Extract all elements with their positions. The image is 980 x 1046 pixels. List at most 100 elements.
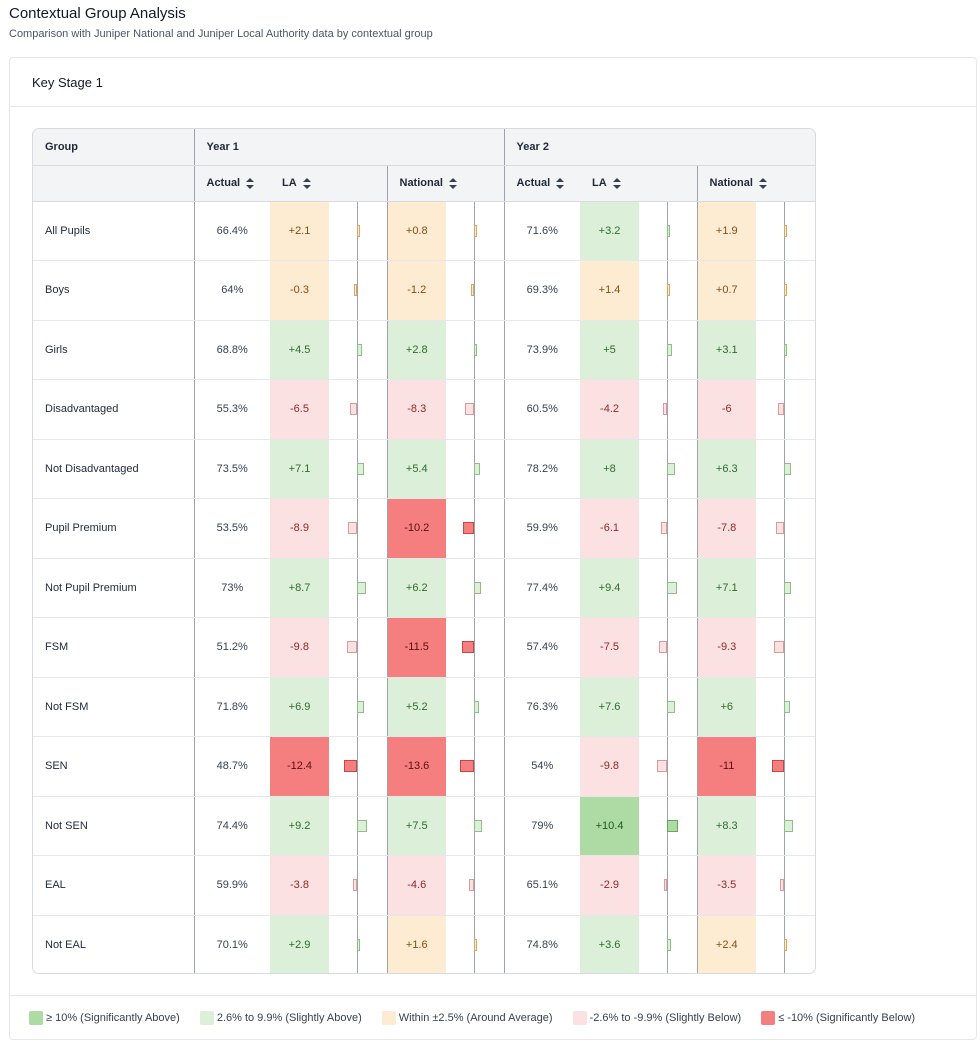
y1-la-diff-cell: -0.3 [270, 260, 329, 321]
y2-la-bar-cell [639, 498, 698, 559]
legend-label: ≥ 10% (Significantly Above) [46, 1012, 180, 1024]
y2-la-bar-cell [639, 201, 698, 261]
y2-national-sort-header[interactable]: National [696, 165, 815, 202]
y1-la-bar [357, 939, 361, 951]
y2-la-bar [667, 819, 678, 832]
y2-la-diff-cell: +9.4 [580, 558, 640, 618]
year-2-header: Year 2 [503, 129, 815, 166]
group-name-cell: SEN [33, 736, 194, 797]
bar-axis [784, 856, 786, 915]
y2-actual-cell: 59.9% [503, 498, 581, 559]
y1-la-bar [346, 641, 357, 654]
y2-la-diff-cell: -9.8 [580, 736, 640, 797]
y2-la-bar [667, 462, 676, 475]
bar-axis [357, 856, 358, 915]
y2-la-bar [667, 343, 673, 356]
y2-national-bar [780, 879, 785, 892]
group-name-cell: FSM [33, 617, 194, 678]
bar-axis [667, 499, 669, 558]
y2-national-bar [775, 522, 785, 535]
legend-label: Within ±2.5% (Around Average) [398, 1012, 553, 1024]
year-1-header: Year 1 [193, 129, 505, 166]
table-row: Not FSM 71.8% +6.9 +5.2 76.3% +7.6 +6 [33, 677, 815, 737]
y1-actual-cell: 66.4% [193, 201, 270, 261]
bar-axis [474, 380, 475, 439]
y1-national-bar [474, 462, 480, 475]
legend-item-slight-below: -2.6% to -9.9% (Slightly Below) [572, 1011, 742, 1025]
y1-la-diff-cell: +2.9 [270, 915, 329, 973]
legend-label: -2.6% to -9.9% (Slightly Below) [589, 1012, 742, 1024]
y2-la-sort-header[interactable]: LA [580, 165, 698, 202]
y2-la-diff-cell: +5 [580, 320, 640, 380]
y1-national-bar [465, 403, 474, 416]
y1-la-diff-cell: +7.1 [270, 439, 329, 499]
y1-national-sort-header[interactable]: National [386, 165, 505, 202]
y1-actual-cell: 71.8% [193, 677, 270, 737]
y2-national-bar-cell [756, 558, 815, 618]
contextual-table-container: Group Year 1 Year 2 Actual LA National A… [32, 128, 816, 974]
y2-actual-cell: 77.4% [503, 558, 581, 618]
y1-national-diff-cell: +5.2 [386, 677, 446, 737]
y2-national-bar-cell [756, 320, 815, 380]
y2-national-bar [774, 641, 785, 654]
group-name-cell: Disadvantaged [33, 379, 194, 440]
table-row: SEN 48.7% -12.4 -13.6 54% -9.8 -11 [33, 736, 815, 797]
y1-actual-cell: 68.8% [193, 320, 270, 380]
y1-la-diff-cell: -3.8 [270, 855, 329, 916]
y2-actual-cell: 78.2% [503, 439, 581, 499]
y2-la-diff-cell: +10.4 [580, 796, 640, 856]
y2-la-diff-cell: -4.2 [580, 379, 640, 440]
y2-national-diff-cell: +0.7 [696, 260, 757, 321]
y2-national-diff-cell: +1.9 [696, 201, 757, 261]
y1-national-bar-cell [446, 320, 505, 380]
y2-national-bar [784, 224, 788, 237]
y2-national-bar-cell [756, 379, 815, 440]
y1-national-bar [463, 522, 474, 535]
y1-la-label: LA [282, 177, 297, 189]
y2-actual-cell: 65.1% [503, 855, 581, 916]
group-name-cell: All Pupils [33, 201, 194, 261]
y1-la-bar [353, 879, 357, 892]
y2-national-bar [772, 760, 785, 773]
y2-la-bar [667, 700, 675, 713]
y1-actual-cell: 55.3% [193, 379, 270, 440]
y1-la-bar-cell [329, 677, 387, 737]
y2-la-diff-cell: +8 [580, 439, 640, 499]
y1-national-bar [474, 819, 482, 832]
y1-la-diff-cell: -9.8 [270, 617, 329, 678]
y2-la-bar [659, 641, 668, 654]
y1-national-bar-cell [446, 736, 505, 797]
y1-national-bar-cell [446, 796, 505, 856]
y1-la-bar [357, 819, 367, 832]
page-subtitle: Comparison with Juniper National and Jun… [9, 28, 433, 40]
y2-la-diff-cell: -6.1 [580, 498, 640, 559]
y2-national-bar-cell [756, 498, 815, 559]
table-row: Not Pupil Premium 73% +8.7 +6.2 77.4% +9.4 +7.… [33, 558, 815, 618]
y1-national-label: National [399, 177, 443, 189]
y1-national-diff-cell: -10.2 [386, 498, 446, 559]
header-row-years: Group Year 1 Year 2 [33, 129, 815, 166]
y1-actual-sort-header[interactable]: Actual [193, 165, 270, 202]
y1-la-sort-header[interactable]: LA [270, 165, 387, 202]
table-row: Not Disadvantaged 73.5% +7.1 +5.4 78.2% +8 +6.… [33, 439, 815, 499]
y1-la-bar [357, 224, 360, 237]
y1-national-bar [461, 641, 474, 654]
y1-la-diff-cell: +6.9 [270, 677, 329, 737]
y2-national-bar [784, 343, 788, 356]
y1-la-bar-cell [329, 855, 387, 916]
y2-la-bar [667, 224, 671, 237]
y1-national-bar [471, 284, 474, 297]
y2-national-bar-cell [756, 855, 815, 916]
bar-axis [667, 737, 669, 796]
legend: ≥ 10% (Significantly Above) 2.6% to 9.9%… [10, 995, 976, 1040]
sort-icon [246, 177, 255, 189]
y2-la-diff-cell: -2.9 [580, 855, 640, 916]
y2-actual-cell: 74.8% [503, 915, 581, 973]
y2-national-diff-cell: +8.3 [696, 796, 757, 856]
y2-national-diff-cell: +3.1 [696, 320, 757, 380]
y1-la-diff-cell: +4.5 [270, 320, 329, 380]
y1-actual-cell: 59.9% [193, 855, 270, 916]
legend-swatch [199, 1011, 214, 1025]
y2-actual-sort-header[interactable]: Actual [503, 165, 581, 202]
bar-axis [357, 499, 358, 558]
